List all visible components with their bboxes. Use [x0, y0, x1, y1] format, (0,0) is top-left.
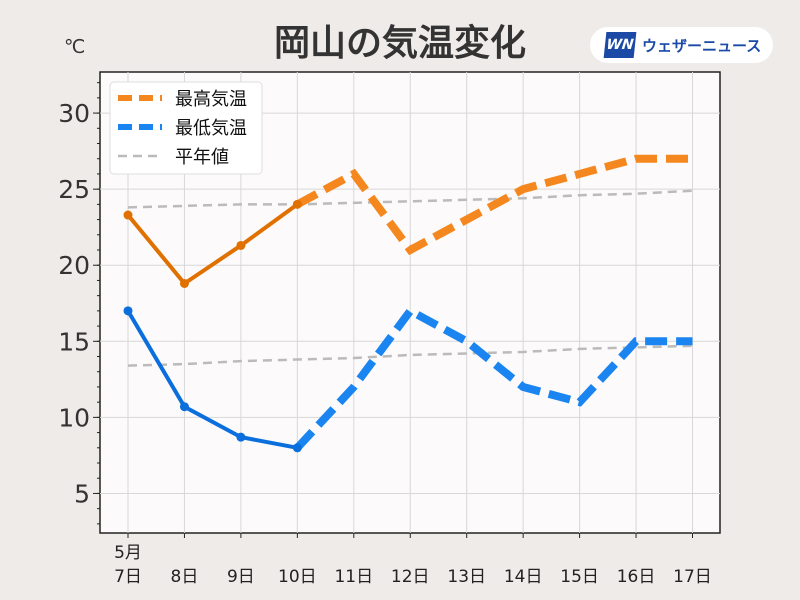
month-label: 5月	[114, 543, 142, 563]
x-tick-label: 13日	[447, 567, 486, 587]
weathernews-logo: WN ウェザーニュース	[590, 27, 773, 63]
logo-text: ウェザーニュース	[642, 37, 762, 55]
x-tick-label: 8日	[171, 567, 199, 587]
data-point-high	[123, 210, 133, 220]
data-point-low	[236, 432, 246, 442]
legend-label: 最高気温	[175, 89, 247, 110]
y-tick-label: 20	[58, 251, 90, 280]
x-tick-label: 15日	[560, 567, 599, 587]
x-tick-label: 7日	[114, 567, 142, 587]
y-axis-unit: ℃	[64, 36, 86, 58]
observed-high-line	[126, 202, 299, 287]
forecast-low-line	[294, 305, 693, 451]
y-tick-label: 15	[58, 327, 90, 356]
x-tick-label: 17日	[673, 567, 712, 587]
data-point-low	[123, 306, 133, 316]
x-tick-label: 10日	[278, 567, 317, 587]
y-tick-label: 10	[58, 403, 90, 432]
data-point-high	[179, 278, 189, 288]
legend-label: 平年値	[175, 147, 229, 168]
x-tick-label: 9日	[227, 567, 255, 587]
data-point-low	[292, 443, 302, 453]
chart-title: 岡山の気温変化	[273, 23, 526, 64]
legend-label: 最低気温	[175, 118, 247, 139]
x-tick-label: 16日	[617, 567, 656, 587]
forecast-high-line	[295, 154, 693, 256]
y-tick-label: 5	[74, 479, 90, 508]
normal-line-low	[127, 344, 693, 367]
y-tick-label: 25	[58, 175, 90, 204]
x-tick-label: 12日	[391, 567, 430, 587]
observed-low-line	[126, 309, 298, 450]
normal-line-high	[127, 189, 693, 209]
x-tick-label: 14日	[504, 567, 543, 587]
data-point-high	[292, 199, 302, 209]
legend-box	[109, 81, 263, 175]
x-tick-label: 11日	[334, 567, 373, 587]
data-point-low	[179, 402, 189, 412]
y-tick-label: 30	[58, 99, 90, 128]
data-point-high	[236, 240, 246, 250]
